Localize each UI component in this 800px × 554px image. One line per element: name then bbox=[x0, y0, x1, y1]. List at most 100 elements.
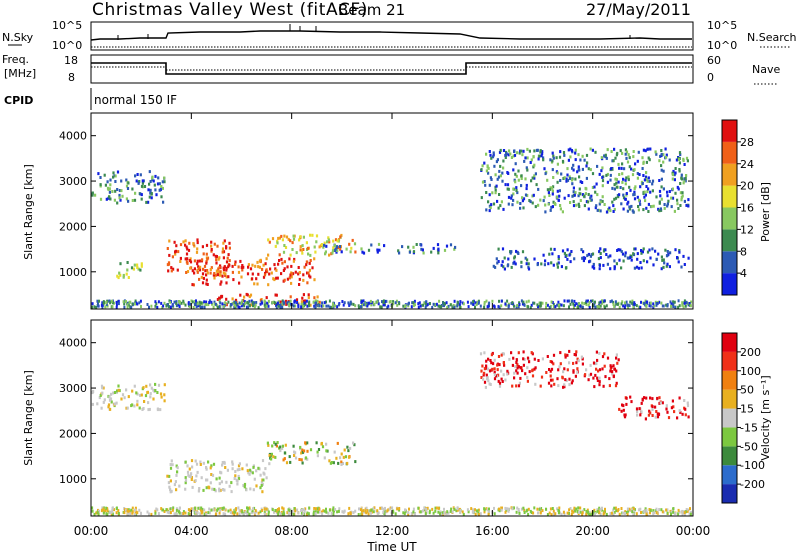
heatmap-cell bbox=[190, 459, 194, 463]
heatmap-cell bbox=[576, 509, 579, 513]
heatmap-cell bbox=[398, 508, 401, 512]
heatmap-cell bbox=[545, 371, 548, 374]
heatmap-cell bbox=[95, 306, 98, 309]
heatmap-cell bbox=[684, 407, 687, 411]
heatmap-cell bbox=[196, 269, 199, 273]
cpid-label: CPID bbox=[4, 94, 33, 107]
heatmap-cell bbox=[340, 463, 343, 466]
heatmap-cell bbox=[626, 202, 629, 206]
heatmap-cell bbox=[102, 302, 105, 306]
heatmap-cell bbox=[529, 306, 532, 310]
heatmap-cell bbox=[681, 177, 684, 181]
heatmap-cell bbox=[640, 511, 642, 514]
heatmap-cell bbox=[552, 302, 555, 306]
heatmap-cell bbox=[563, 383, 566, 387]
heatmap-cell bbox=[550, 205, 553, 209]
heatmap-cell bbox=[276, 301, 279, 305]
heatmap-cell bbox=[423, 301, 426, 305]
heatmap-cell bbox=[235, 508, 237, 512]
heatmap-cell bbox=[292, 234, 295, 238]
heatmap-cell bbox=[236, 512, 239, 516]
heatmap-cell bbox=[397, 249, 400, 253]
heatmap-cell bbox=[621, 151, 624, 155]
heatmap-cell bbox=[293, 507, 296, 511]
heatmap-cell bbox=[224, 512, 227, 516]
heatmap-cell bbox=[605, 156, 608, 160]
heatmap-cell bbox=[130, 266, 134, 270]
heatmap-cell bbox=[288, 508, 291, 512]
heatmap-cell bbox=[140, 511, 142, 515]
heatmap-cell bbox=[104, 509, 107, 512]
heatmap-cell bbox=[424, 305, 427, 309]
heatmap-cell bbox=[605, 210, 609, 214]
heatmap-cell bbox=[222, 271, 225, 275]
heatmap-cell bbox=[570, 149, 573, 152]
heatmap-cell bbox=[235, 301, 237, 305]
heatmap-cell bbox=[661, 510, 664, 514]
heatmap-cell bbox=[651, 179, 655, 183]
heatmap-cell bbox=[533, 163, 536, 167]
heatmap-cell bbox=[578, 511, 581, 514]
heatmap-cell bbox=[685, 156, 689, 160]
heatmap-cell bbox=[538, 301, 541, 305]
power-colorbar-label: Power [dB] bbox=[759, 182, 772, 242]
heatmap-cell bbox=[132, 267, 135, 271]
heatmap-cell bbox=[525, 166, 528, 170]
heatmap-cell bbox=[294, 304, 297, 308]
heatmap-cell bbox=[325, 300, 327, 304]
heatmap-cell bbox=[305, 241, 308, 245]
heatmap-cell bbox=[510, 265, 513, 269]
heatmap-cell bbox=[300, 458, 303, 462]
heatmap-cell bbox=[238, 301, 241, 305]
heatmap-cell bbox=[515, 361, 518, 364]
heatmap-cell bbox=[485, 152, 488, 156]
heatmap-cell bbox=[407, 511, 410, 514]
heatmap-cell bbox=[563, 176, 566, 180]
heatmap-cell bbox=[342, 510, 345, 514]
heatmap-cell bbox=[237, 477, 241, 481]
heatmap-cell bbox=[251, 471, 254, 475]
heatmap-cell bbox=[496, 199, 499, 203]
heatmap-cell bbox=[456, 300, 459, 304]
heatmap-cell bbox=[206, 283, 209, 286]
heatmap-cell bbox=[677, 158, 681, 161]
heatmap-cell bbox=[529, 161, 532, 164]
heatmap-cell bbox=[201, 305, 204, 309]
heatmap-cell bbox=[537, 305, 539, 309]
heatmap-cell bbox=[500, 353, 503, 357]
heatmap-cell bbox=[592, 265, 595, 269]
heatmap-cell bbox=[523, 303, 526, 307]
heatmap-cell bbox=[665, 153, 668, 157]
heatmap-cell bbox=[280, 257, 283, 261]
heatmap-cell bbox=[541, 301, 544, 305]
heatmap-cell bbox=[275, 276, 278, 280]
colorbar-swatch bbox=[722, 207, 737, 230]
heatmap-cell bbox=[417, 305, 420, 309]
heatmap-cell bbox=[395, 299, 398, 303]
heatmap-cell bbox=[550, 367, 554, 371]
heatmap-cell bbox=[459, 300, 462, 304]
heatmap-cell bbox=[493, 305, 496, 309]
heatmap-cell bbox=[440, 305, 443, 309]
heatmap-cell bbox=[250, 511, 253, 515]
heatmap-cell bbox=[635, 407, 639, 411]
heatmap-cell bbox=[331, 461, 334, 464]
heatmap-cell bbox=[670, 304, 672, 308]
heatmap-cell bbox=[671, 509, 674, 513]
heatmap-cell bbox=[188, 241, 191, 245]
heatmap-cell bbox=[678, 409, 681, 413]
heatmap-cell bbox=[559, 362, 562, 366]
heatmap-cell bbox=[218, 511, 221, 515]
heatmap-cell bbox=[178, 305, 181, 308]
heatmap-cell bbox=[141, 179, 144, 183]
heatmap-cell bbox=[447, 511, 450, 515]
heatmap-cell bbox=[611, 186, 614, 190]
heatmap-cell bbox=[367, 301, 370, 305]
heatmap-cell bbox=[598, 380, 601, 384]
heatmap-cell bbox=[259, 473, 262, 477]
heatmap-cell bbox=[621, 162, 624, 166]
heatmap-cell bbox=[361, 512, 364, 516]
heatmap-cell bbox=[629, 395, 632, 399]
heatmap-cell bbox=[249, 470, 253, 474]
heatmap-cell bbox=[611, 372, 614, 376]
